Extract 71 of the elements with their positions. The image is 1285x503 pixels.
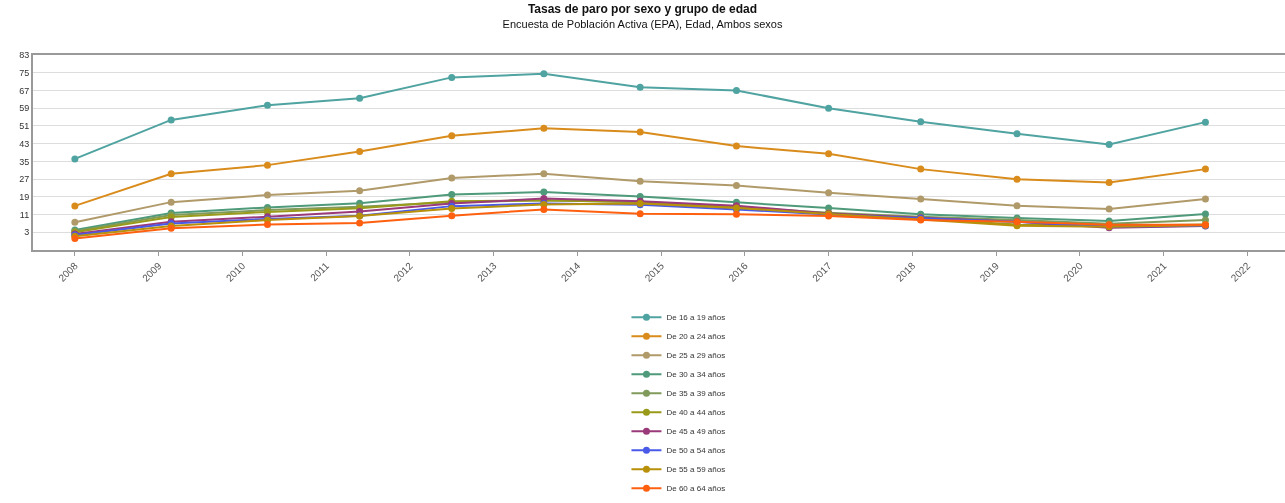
point xyxy=(636,177,644,185)
point xyxy=(1201,118,1209,126)
point xyxy=(732,142,740,150)
legend-label: De 45 a 49 años xyxy=(666,427,726,437)
point xyxy=(448,191,456,199)
point xyxy=(540,170,548,178)
chart-subtitle: Encuesta de Población Activa (EPA), Edad, Ambos sexos xyxy=(502,18,783,31)
point xyxy=(1013,130,1021,138)
point xyxy=(263,221,271,229)
y-tick-label: 59 xyxy=(19,103,30,114)
point xyxy=(1105,141,1113,149)
point xyxy=(732,182,740,190)
y-tick-label: 3 xyxy=(24,227,30,238)
legend-label: De 20 a 24 años xyxy=(666,332,726,342)
point xyxy=(356,147,364,155)
point xyxy=(917,165,925,173)
point xyxy=(732,86,740,94)
chart-title: Tasas de paro por sexo y grupo de edad xyxy=(527,1,758,16)
point xyxy=(1013,202,1021,210)
point xyxy=(825,104,833,112)
point xyxy=(448,212,456,220)
point xyxy=(1013,175,1021,183)
point xyxy=(167,170,175,178)
y-tick-label: 35 xyxy=(19,156,30,167)
legend-label: De 16 a 19 años xyxy=(666,313,726,323)
point xyxy=(71,218,79,226)
legend-label: De 35 a 39 años xyxy=(666,389,726,399)
legend-label: De 25 a 29 años xyxy=(666,351,726,361)
point xyxy=(540,205,548,213)
point xyxy=(448,174,456,182)
point xyxy=(1201,210,1209,218)
point xyxy=(448,132,456,140)
y-tick-label: 43 xyxy=(19,138,30,149)
legend-label: De 50 a 54 años xyxy=(666,446,726,456)
point xyxy=(71,202,79,210)
y-tick-label: 51 xyxy=(19,121,30,132)
point xyxy=(356,219,364,227)
legend-label: De 55 a 59 años xyxy=(666,465,726,475)
point xyxy=(1201,165,1209,173)
y-tick-label: 83 xyxy=(19,50,30,61)
y-tick-label: 75 xyxy=(19,67,30,78)
point xyxy=(732,210,740,218)
point xyxy=(540,124,548,132)
point xyxy=(167,198,175,206)
point xyxy=(1105,178,1113,186)
point xyxy=(540,70,548,78)
point xyxy=(636,128,644,136)
point xyxy=(636,83,644,91)
point xyxy=(356,187,364,195)
point xyxy=(1105,205,1113,213)
y-tick-label: 67 xyxy=(19,85,30,96)
legend-label: De 60 a 64 años xyxy=(666,484,726,494)
y-tick-label: 11 xyxy=(19,209,30,220)
point xyxy=(356,94,364,102)
point xyxy=(448,73,456,81)
point xyxy=(263,191,271,199)
point xyxy=(263,161,271,169)
point xyxy=(917,195,925,203)
y-tick-label: 19 xyxy=(19,191,30,202)
y-tick-label: 27 xyxy=(19,174,30,185)
point xyxy=(825,189,833,197)
point xyxy=(825,150,833,158)
point xyxy=(167,116,175,124)
point xyxy=(540,188,548,196)
point xyxy=(917,118,925,126)
point xyxy=(263,101,271,109)
point xyxy=(636,210,644,218)
point xyxy=(1201,195,1209,203)
legend-label: De 40 a 44 años xyxy=(666,408,726,418)
legend-label: De 30 a 34 años xyxy=(666,370,726,380)
point xyxy=(71,155,79,163)
